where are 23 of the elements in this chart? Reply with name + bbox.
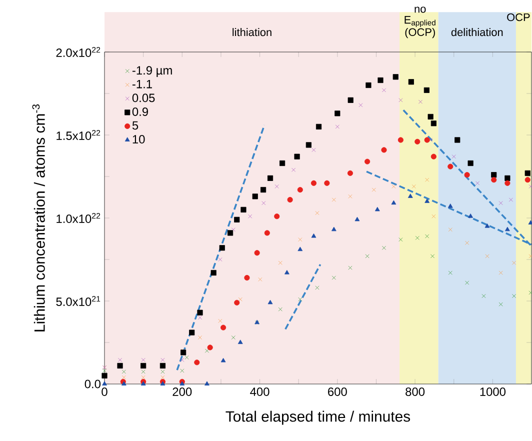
- legend-label: 10: [132, 135, 145, 144]
- legend-label: 5: [132, 121, 138, 130]
- band-label: OCP: [507, 13, 530, 22]
- x-tick-label: 800: [406, 388, 425, 396]
- legend-label: -1.1: [132, 80, 152, 88]
- x-tick-label: 400: [250, 388, 270, 396]
- band-label: delithiation: [451, 28, 503, 36]
- y-tick-label: 2.0x10$^{22}$: [56, 46, 100, 57]
- y-tick-label: 1.5x10$^{22}$: [56, 130, 100, 140]
- band-label: no E$_{applied}$ (OCP): [404, 6, 436, 38]
- legend-label: 0.9: [132, 108, 148, 116]
- y-tick-label: 5.0x10$^{21}$: [56, 296, 100, 306]
- legend-label: 0.05: [132, 94, 155, 102]
- x-axis-title: Total elapsed time / minutes: [226, 410, 410, 425]
- x-tick-label: 600: [328, 388, 347, 396]
- x-tick-label: 0: [102, 388, 108, 396]
- y-tick-label: 0.0: [84, 380, 101, 388]
- x-tick-label: 1000: [480, 388, 506, 396]
- y-tick-label: 1.0x10$^{22}$: [56, 212, 100, 223]
- x-tick-label: 200: [172, 388, 192, 396]
- legend-label: -1.9 µm: [132, 66, 172, 77]
- band-label: lithiation: [232, 28, 272, 36]
- y-axis-title: Lithium concentration / atoms cm$^{-3}$: [32, 104, 45, 332]
